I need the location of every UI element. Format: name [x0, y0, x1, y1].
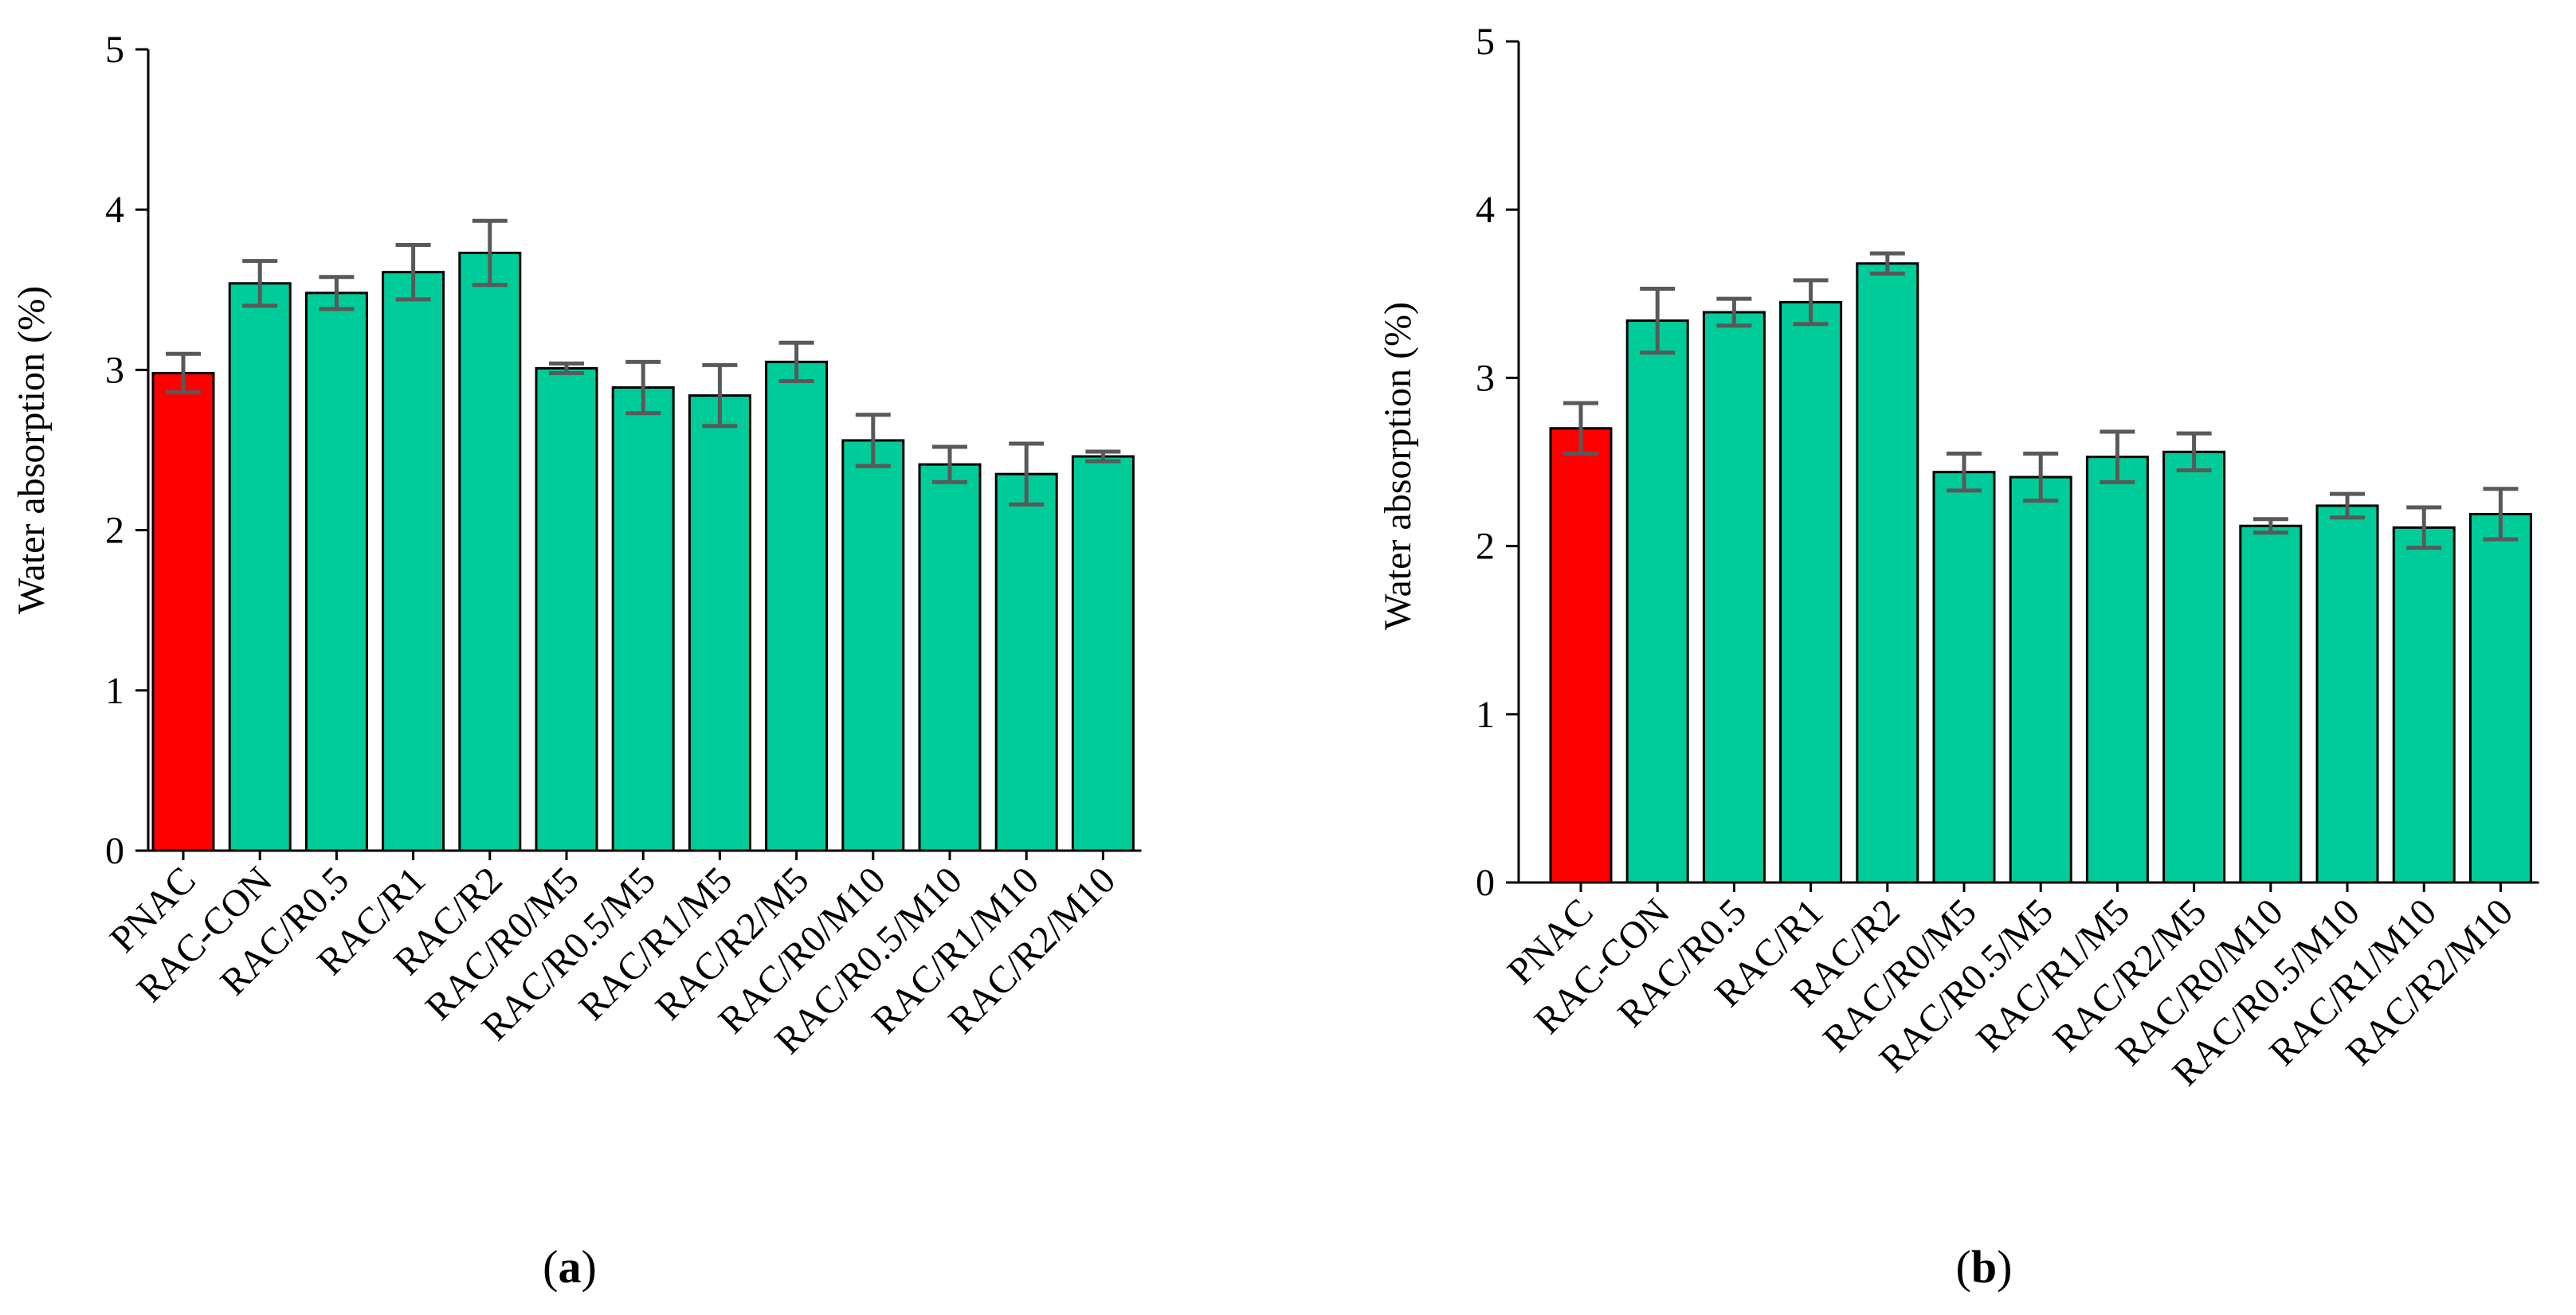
y-tick-label: 2	[105, 510, 124, 552]
bar-rac-r2	[1856, 262, 1919, 884]
bar-rac-con	[1625, 319, 1689, 884]
y-tick-label: 1	[1476, 694, 1495, 736]
bar-rac-r0-m10	[841, 439, 905, 852]
y-axis-label: Water absorption (%)	[1377, 302, 1419, 630]
bar-rac-r0-m5	[1932, 471, 1996, 884]
bar-rac-r1-m10	[2392, 526, 2456, 884]
y-tick-label: 1	[105, 670, 124, 712]
bar-rac-r0-5-m5	[2009, 476, 2072, 884]
bar-rac-r1-m10	[994, 472, 1058, 852]
bar-rac-r0-5-m10	[2315, 504, 2379, 884]
y-tick-label: 5	[1476, 21, 1495, 63]
y-tick-label: 2	[1476, 526, 1495, 568]
bar-rac-r0-5-m5	[611, 386, 675, 852]
y-tick-label: 3	[1476, 357, 1495, 399]
bar-pnac	[151, 371, 215, 852]
y-axis-label: Water absorption (%)	[10, 286, 53, 614]
bar-rac-r0-5	[1702, 311, 1766, 884]
bar-rac-r2-m5	[765, 360, 829, 852]
bar-rac-con	[228, 282, 292, 852]
y-tick-label: 3	[105, 349, 124, 391]
panel-label: (a)	[543, 1241, 597, 1293]
bar-rac-r0-5-m10	[918, 463, 982, 852]
y-tick-label: 0	[1476, 862, 1495, 904]
panel-label: (b)	[1956, 1241, 2013, 1293]
bar-rac-r2-m5	[2162, 450, 2226, 884]
bar-rac-r1-m5	[688, 394, 751, 852]
bar-rac-r1	[382, 271, 445, 852]
bar-rac-r0-5	[304, 292, 368, 852]
bar-pnac	[1549, 427, 1613, 884]
bar-rac-r1-m5	[2085, 456, 2149, 884]
y-tick-label: 4	[105, 189, 124, 231]
bar-rac-r2-m10	[2468, 512, 2532, 884]
bar-rac-r2	[458, 252, 522, 852]
y-tick-label: 0	[105, 830, 124, 872]
bar-rac-r1	[1779, 300, 1843, 884]
bar-rac-r0-m5	[535, 366, 598, 852]
bar-rac-r0-m10	[2239, 524, 2303, 884]
y-tick-label: 5	[105, 29, 124, 71]
bar-rac-r2-m10	[1071, 455, 1135, 852]
y-tick-label: 4	[1476, 189, 1495, 231]
